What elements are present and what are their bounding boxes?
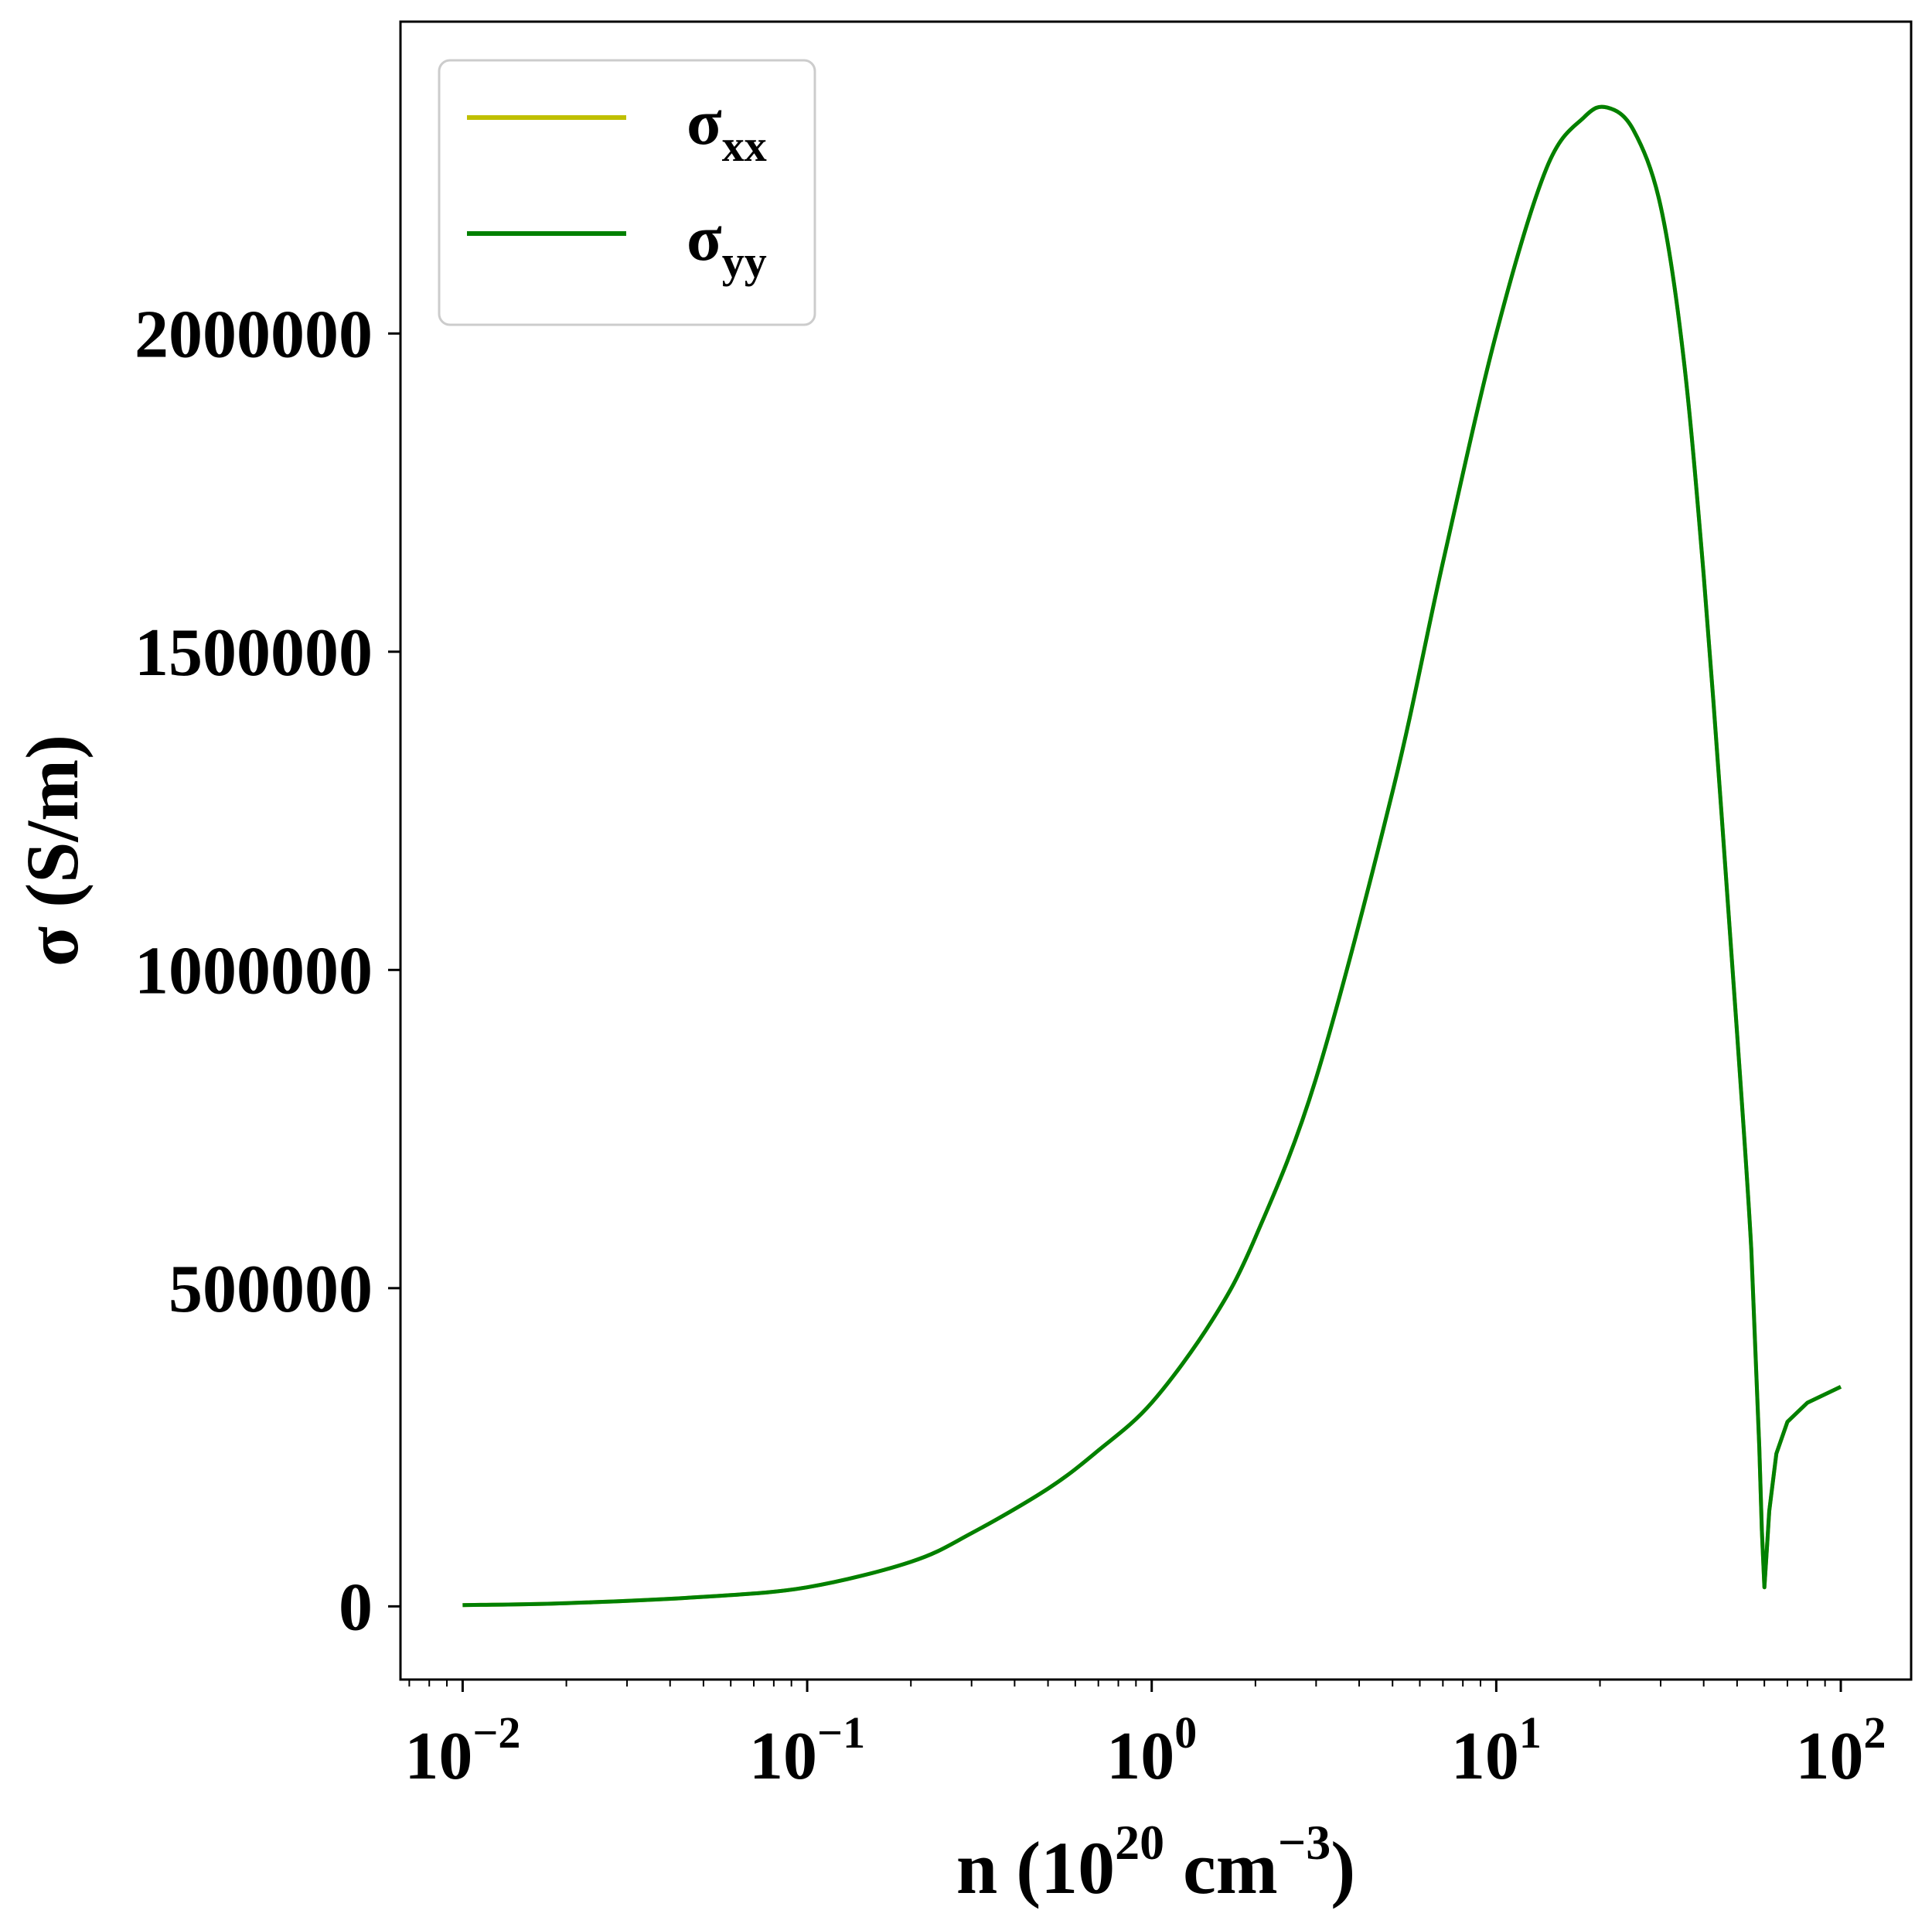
- x-axis-label-unit-exp: −3: [1278, 1815, 1331, 1870]
- x-tick-exponent: −1: [817, 1707, 865, 1758]
- x-axis-label-end: ): [1331, 1826, 1355, 1909]
- x-axis-ticks: 10−2 10−1 100 101 102: [404, 1680, 1886, 1794]
- x-tick-exponent: 1: [1519, 1707, 1542, 1758]
- y-tick-label: 500000: [169, 1252, 373, 1327]
- legend: σxx σyy: [438, 59, 816, 326]
- x-axis-label: n (1020 cm−3): [956, 1815, 1355, 1909]
- x-tick-exponent: 0: [1174, 1707, 1197, 1758]
- series-layer: [462, 104, 1842, 1608]
- x-tick-exponent: −2: [472, 1707, 520, 1758]
- plot-frame: [399, 20, 1913, 1681]
- x-axis-label-exp: 20: [1115, 1815, 1164, 1870]
- legend-label-base: σ: [687, 203, 722, 275]
- y-axis-ticks: 0 500000 1000000 1500000 2000000: [135, 297, 400, 1645]
- x-tick-label: 10−1: [749, 1707, 865, 1794]
- x-tick-label: 102: [1796, 1707, 1886, 1794]
- x-tick-base: 10: [404, 1719, 472, 1794]
- legend-label-base: σ: [687, 87, 722, 159]
- y-tick-label: 0: [339, 1570, 373, 1645]
- y-tick-label: 2000000: [135, 297, 373, 372]
- legend-label-sub: xx: [722, 121, 767, 171]
- series-line-yy: [462, 104, 1842, 1608]
- x-tick-base: 10: [1451, 1719, 1519, 1794]
- legend-box: [438, 59, 816, 326]
- x-tick-base: 10: [1796, 1719, 1864, 1794]
- x-axis-label-base: n (10: [956, 1826, 1115, 1909]
- x-tick-base: 10: [749, 1719, 817, 1794]
- y-axis-label: σ (S/m): [11, 735, 94, 967]
- x-tick-label: 100: [1106, 1707, 1197, 1794]
- x-tick-base: 10: [1106, 1719, 1174, 1794]
- y-tick-label: 1000000: [135, 933, 373, 1008]
- x-tick-label: 10−2: [404, 1707, 520, 1794]
- x-tick-label: 101: [1451, 1707, 1542, 1794]
- y-tick-label: 1500000: [135, 616, 373, 691]
- x-axis-label-unit: cm: [1164, 1826, 1278, 1909]
- legend-label-sigma-yy: σyy: [687, 203, 767, 287]
- legend-label-sigma-xx: σxx: [687, 87, 767, 171]
- x-tick-exponent: 2: [1864, 1707, 1886, 1758]
- legend-label-sub: yy: [722, 237, 767, 287]
